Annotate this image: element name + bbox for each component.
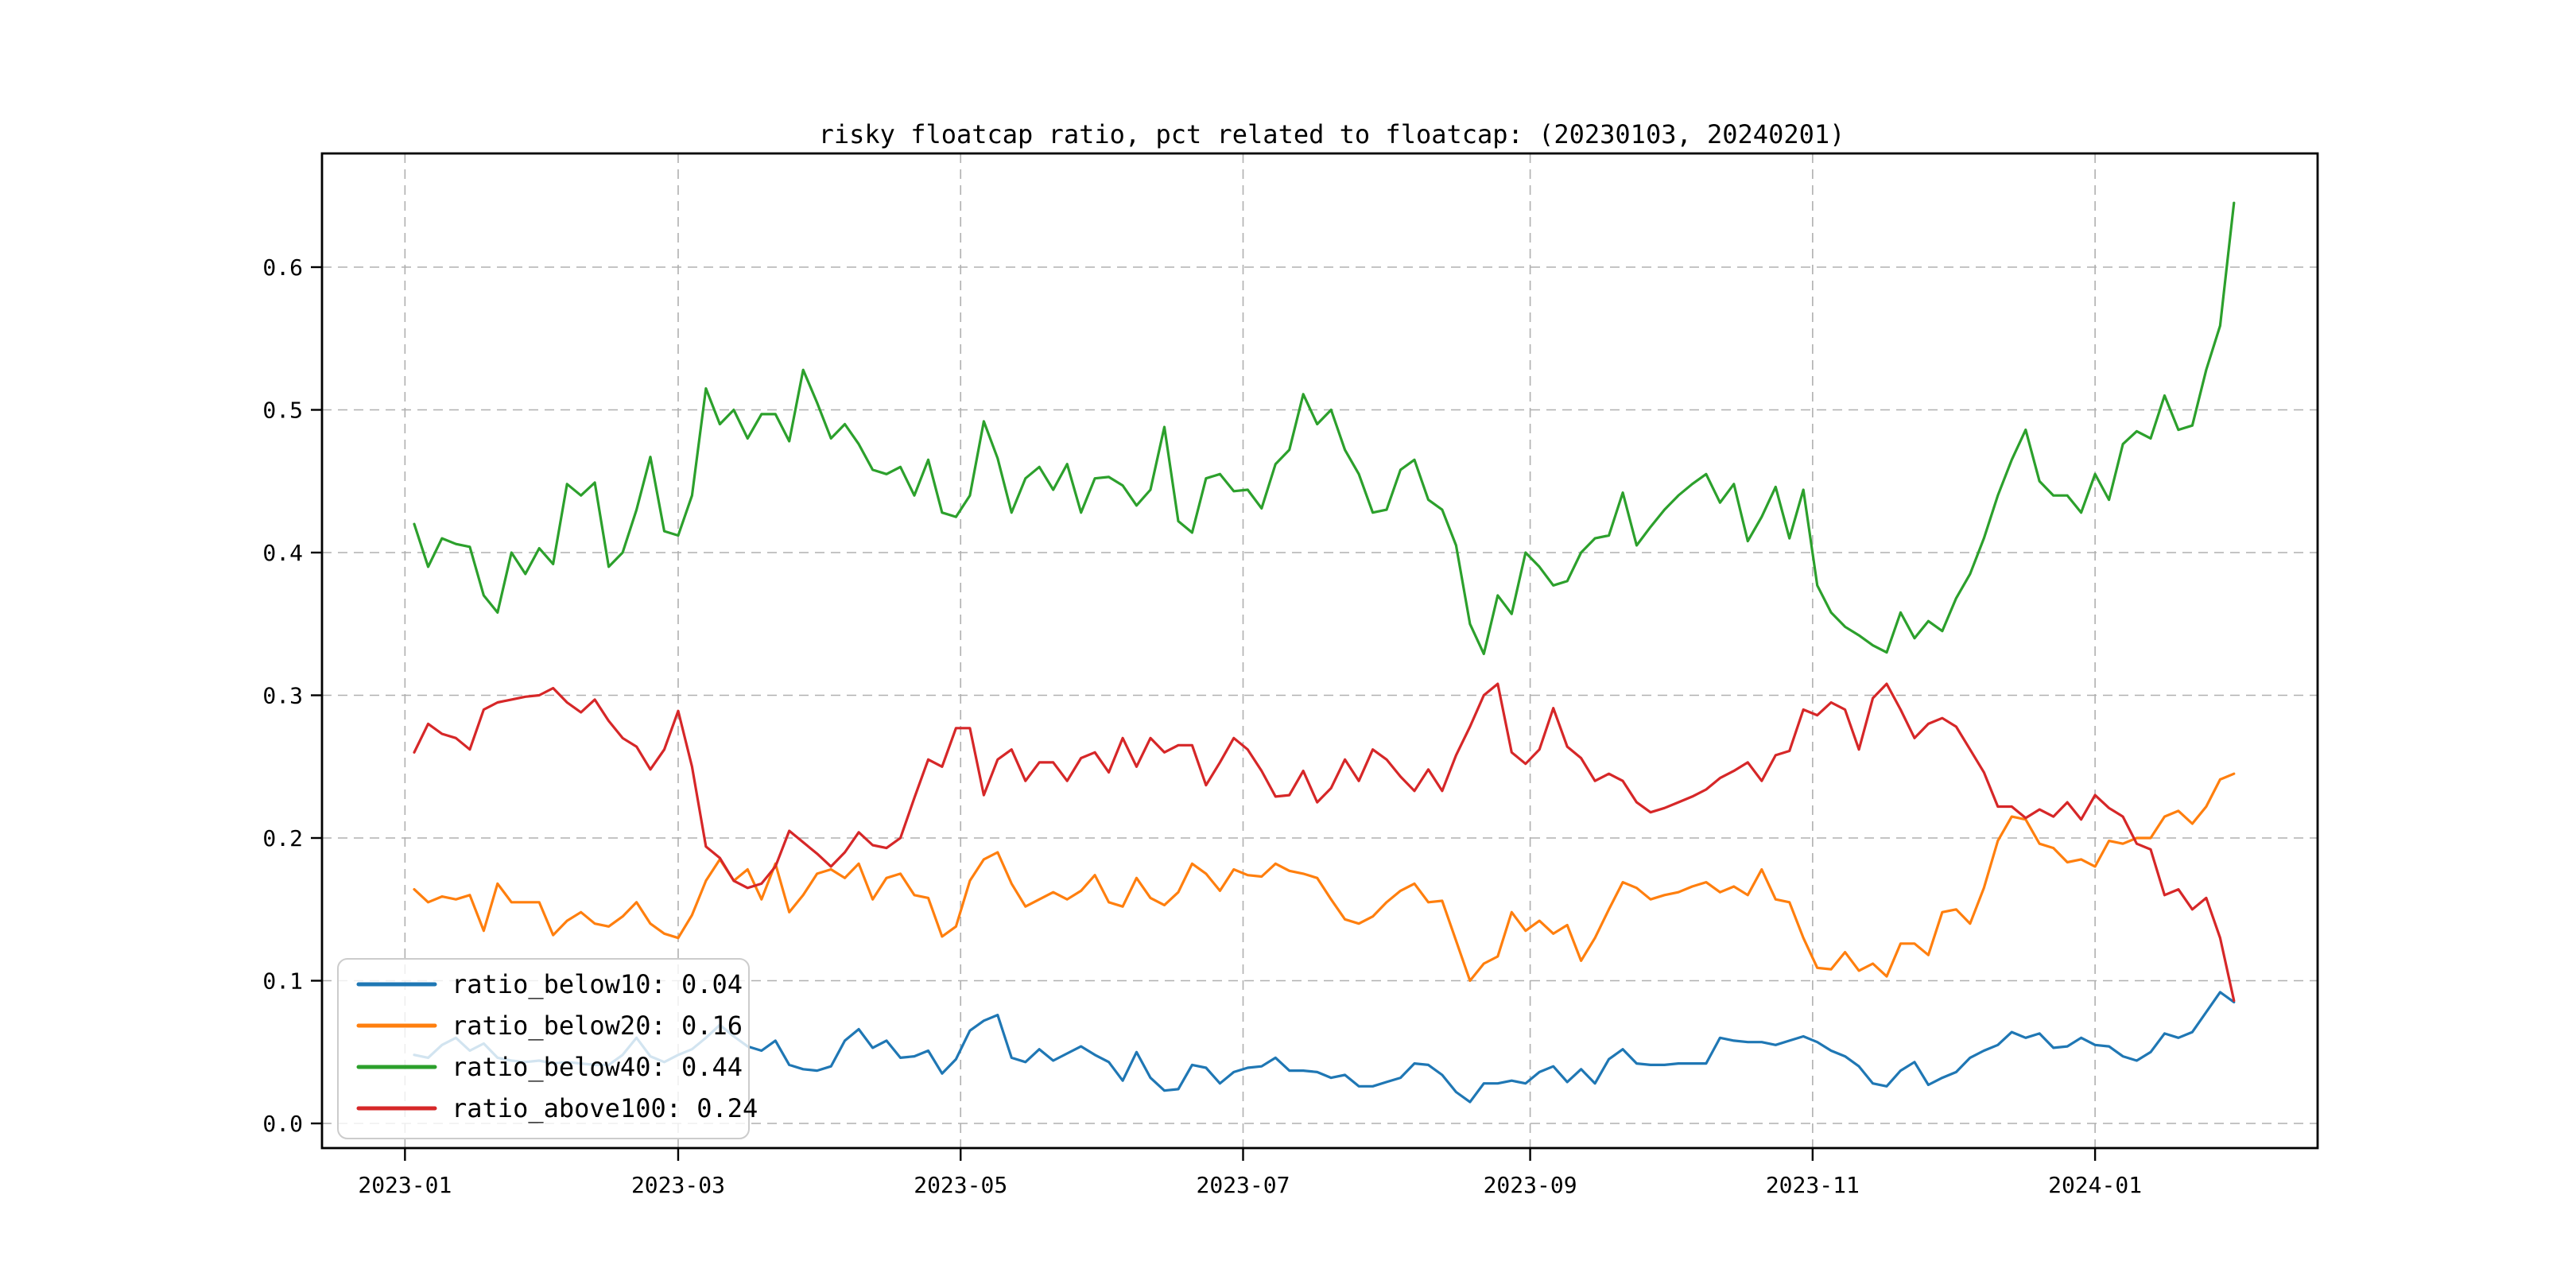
legend-label-ratio_below40: ratio_below40: 0.44	[452, 1052, 743, 1082]
series-line-ratio_below20	[413, 772, 2236, 983]
legend-label-ratio_above100: ratio_above100: 0.24	[452, 1093, 758, 1123]
legend-box	[337, 958, 750, 1139]
legend-label-ratio_below10: ratio_below10: 0.04	[452, 969, 743, 999]
plot-border	[320, 152, 2319, 1150]
series-line-ratio_below40	[413, 201, 2236, 656]
x-tick-label: 2023-01	[358, 1172, 452, 1198]
y-tick-label: 0.3	[262, 683, 303, 709]
chart-title: risky floatcap ratio, pct related to flo…	[819, 119, 1845, 149]
y-tick-label: 0.6	[262, 254, 303, 281]
series-line-ratio_above100	[413, 682, 2236, 1003]
legend-label-ratio_below20: ratio_below20: 0.16	[452, 1011, 743, 1041]
x-tick-label: 2023-07	[1196, 1172, 1290, 1198]
y-tick-label: 0.5	[262, 398, 303, 424]
x-tick-label: 2024-01	[2048, 1172, 2142, 1198]
y-tick-label: 0.2	[262, 825, 303, 852]
y-tick-label: 0.1	[262, 968, 303, 995]
x-tick-label: 2023-03	[631, 1172, 725, 1198]
x-tick-label: 2023-09	[1484, 1172, 1577, 1198]
y-tick-label: 0.4	[262, 540, 303, 566]
y-tick-label: 0.0	[262, 1111, 303, 1137]
x-tick-label: 2023-05	[914, 1172, 1007, 1198]
x-tick-label: 2023-11	[1766, 1172, 1860, 1198]
